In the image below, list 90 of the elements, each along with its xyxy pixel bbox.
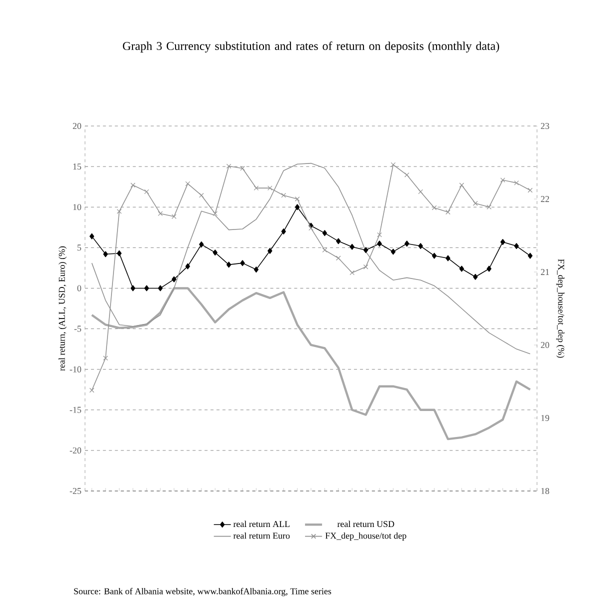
point	[254, 266, 259, 273]
legend-label: real return ALL	[233, 520, 290, 528]
point	[350, 270, 355, 276]
y-tick-label: 20	[72, 122, 82, 130]
point	[212, 250, 218, 256]
point	[268, 186, 272, 190]
y-tick-label: -25	[70, 488, 82, 494]
y-tick-label: -10	[70, 366, 82, 372]
point	[377, 240, 382, 247]
point	[514, 243, 519, 250]
point	[226, 262, 232, 268]
y-tick-label: 5	[78, 244, 82, 251]
point	[116, 208, 122, 214]
y-tick-label: 10	[73, 204, 82, 210]
point	[281, 192, 286, 198]
y-tick-label: 15	[73, 164, 82, 170]
y-tick-label: 0	[77, 285, 82, 292]
point	[254, 186, 259, 190]
point	[418, 243, 423, 250]
point	[144, 285, 149, 292]
point	[185, 263, 190, 270]
point	[172, 276, 176, 282]
y2-tick-label: 22	[540, 196, 549, 202]
point	[472, 200, 478, 206]
point	[473, 274, 478, 280]
point	[103, 356, 108, 361]
point	[226, 164, 232, 169]
point	[432, 252, 437, 259]
point	[185, 181, 190, 186]
legend-label: FX_dep_house/tot dep	[325, 532, 406, 541]
point	[308, 226, 314, 231]
point	[116, 250, 122, 256]
point	[446, 255, 450, 262]
legend-label: real return USD	[337, 520, 394, 528]
y2-tick-label: 18	[541, 488, 550, 494]
point	[363, 247, 368, 254]
point	[158, 211, 163, 216]
point	[390, 162, 396, 168]
y2-axis-title: FX_dep_house/tot_dep (%)	[556, 259, 564, 358]
y2-tick-label: 20	[540, 342, 550, 348]
point	[459, 266, 464, 272]
point	[294, 196, 300, 202]
legend-label: real return Euro	[233, 532, 290, 539]
y-tick-label: -15	[70, 406, 82, 413]
y2-tick-label: 19	[541, 414, 550, 422]
y-axis-title: real return, (ALL, USD, Euro) (%)	[58, 246, 67, 371]
y2-tick-label: 23	[540, 122, 550, 130]
point	[322, 248, 328, 253]
line-series	[90, 287, 532, 440]
y2-tick-label: 21	[540, 269, 549, 275]
point	[172, 214, 176, 219]
point	[294, 204, 300, 210]
point	[130, 182, 136, 188]
point	[432, 205, 437, 210]
point	[377, 232, 382, 238]
point	[103, 251, 108, 258]
point	[89, 388, 94, 393]
point	[404, 240, 410, 247]
point	[322, 230, 328, 236]
point	[90, 233, 94, 240]
point	[363, 264, 368, 270]
point	[336, 238, 341, 244]
point	[390, 248, 396, 255]
point	[336, 256, 341, 261]
point	[514, 180, 519, 186]
point	[240, 166, 245, 171]
source-note: Source: Bank of Albania website, www.bankofAlbania.org, Time series	[74, 588, 332, 596]
point	[486, 204, 492, 210]
point	[350, 244, 354, 250]
point	[418, 189, 423, 194]
point	[199, 241, 204, 248]
point	[500, 178, 506, 182]
point	[240, 260, 245, 266]
point	[130, 285, 136, 292]
point	[404, 172, 410, 178]
point	[268, 248, 272, 254]
point	[486, 266, 492, 272]
point	[158, 285, 163, 292]
point	[459, 182, 464, 188]
point	[199, 192, 204, 198]
y-tick-label: -5	[74, 326, 82, 332]
y-tick-label: -20	[70, 447, 82, 454]
point	[528, 188, 533, 193]
point	[500, 238, 506, 245]
point	[446, 210, 450, 215]
point	[144, 189, 150, 194]
point	[528, 252, 532, 259]
point	[212, 211, 218, 216]
point	[281, 228, 286, 234]
chart-title: Graph 3 Currency substitution and rates of return on deposits (monthly data)	[122, 41, 500, 52]
